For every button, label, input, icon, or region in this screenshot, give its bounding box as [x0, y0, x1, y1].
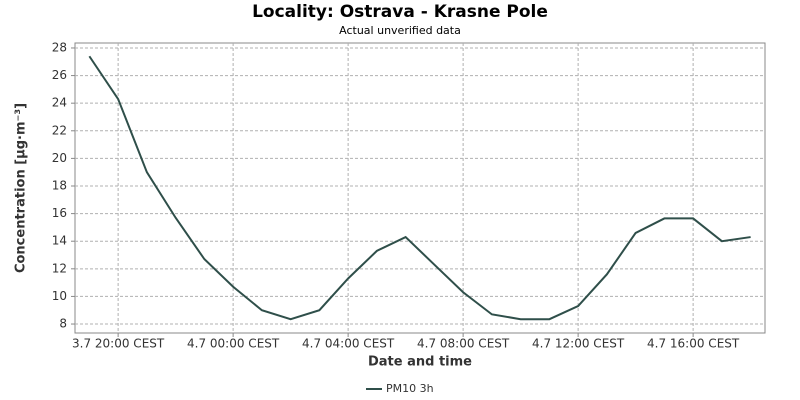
- y-tick-label: 12: [52, 261, 67, 275]
- y-tick-label: 26: [52, 68, 67, 82]
- plot-frame: [74, 42, 766, 334]
- data-line: [88, 55, 751, 321]
- y-tick-label: 20: [52, 151, 67, 165]
- y-tick-label: 18: [52, 178, 67, 192]
- x-tick-label: 4.7 00:00 CEST: [187, 337, 280, 351]
- y-axis-label: Concentration [µg·m⁻³]: [14, 103, 29, 273]
- y-tick-label: 16: [52, 206, 67, 220]
- chart-title: Locality: Ostrava - Krasne Pole: [252, 2, 548, 22]
- y-tick-label: 10: [52, 289, 67, 303]
- x-tick-label: 4.7 12:00 CEST: [532, 337, 625, 351]
- x-tick-label: 3.7 20:00 CEST: [72, 337, 165, 351]
- y-tick-label: 14: [52, 234, 67, 248]
- x-axis-label: Date and time: [368, 355, 472, 370]
- y-tick-label: 28: [52, 40, 67, 54]
- chart-subtitle: Actual unverified data: [339, 24, 461, 37]
- y-tick-label: 24: [52, 96, 67, 110]
- legend-label: PM10 3h: [386, 382, 434, 395]
- y-tick-label: 8: [59, 317, 67, 331]
- y-tick-label: 22: [52, 123, 67, 137]
- x-tick-label: 4.7 08:00 CEST: [417, 337, 510, 351]
- x-tick-label: 4.7 04:00 CEST: [302, 337, 395, 351]
- x-tick-label: 4.7 16:00 CEST: [647, 337, 740, 351]
